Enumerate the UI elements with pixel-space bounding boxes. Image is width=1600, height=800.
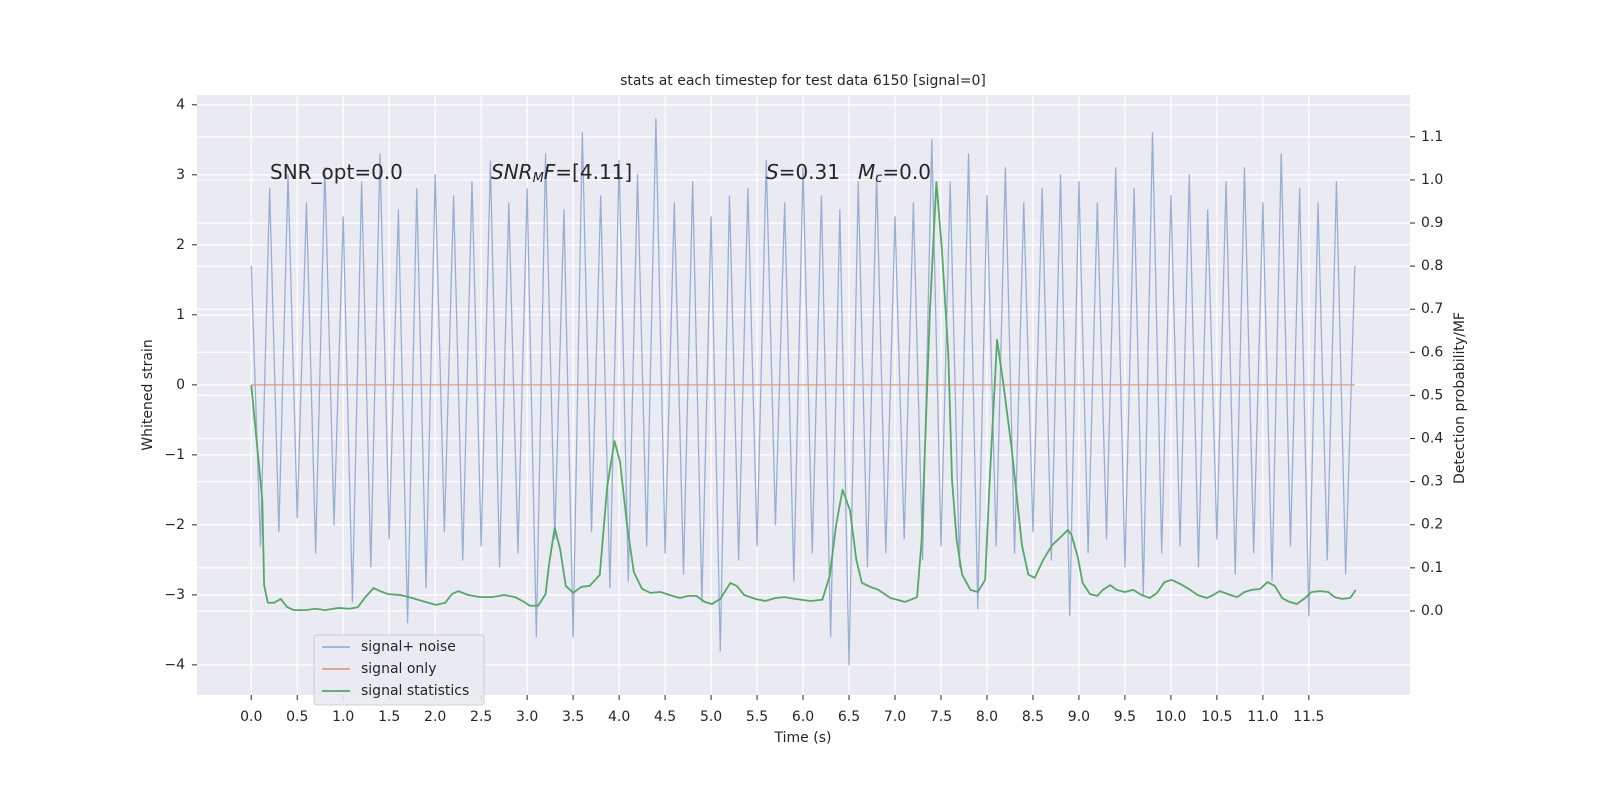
annotation-part: =0.0 — [882, 160, 931, 184]
y2-tick-label: 0.5 — [1421, 387, 1443, 403]
x-tick-label: 9.0 — [1068, 709, 1090, 725]
y-tick-label: −2 — [164, 517, 185, 533]
lines — [250, 118, 1357, 666]
x-axis-label: Time (s) — [774, 730, 832, 746]
series-line — [250, 181, 1357, 611]
y2-tick-label: 0.4 — [1421, 431, 1443, 447]
x-tick-label: 5.5 — [746, 709, 768, 725]
x-tick-label: 1.0 — [332, 709, 354, 725]
legend-label: signal+ noise — [361, 639, 456, 655]
y2-tick-label: 0.6 — [1421, 344, 1443, 360]
x-tick-label: 7.0 — [884, 709, 906, 725]
y2-tick-label: 0.9 — [1421, 215, 1443, 231]
y-tick-label: 3 — [176, 167, 185, 183]
annotation-part: =[4.11] — [555, 160, 632, 184]
y-axis-label: Whitened strain — [140, 339, 156, 450]
x-tick-label: 6.5 — [838, 709, 860, 725]
annotation: Mc=0.0 — [858, 160, 931, 186]
x-tick-label: 11.5 — [1293, 709, 1324, 725]
y-tick-label: 1 — [176, 307, 185, 323]
y2-tick-label: 0.8 — [1421, 258, 1443, 274]
x-tick-label: 5.0 — [700, 709, 722, 725]
x-tick-label: 1.5 — [378, 709, 400, 725]
annotation: SNR_opt=0.0 — [270, 160, 403, 184]
y2-tick-label: 0.2 — [1421, 517, 1443, 533]
series-line — [250, 118, 1356, 666]
x-tick-label: 10.0 — [1155, 709, 1186, 725]
y2-tick-label: 1.0 — [1421, 172, 1443, 188]
x-tick-label: 10.5 — [1201, 709, 1232, 725]
x-tick-label: 2.0 — [424, 709, 446, 725]
y-tick-label: −4 — [164, 657, 185, 673]
legend-box — [313, 634, 485, 706]
y-tick-label: −3 — [164, 587, 185, 603]
y-tick-label: 2 — [176, 237, 185, 253]
x-tick-label: 0.0 — [240, 709, 262, 725]
annotation-part: SNR_opt=0.0 — [270, 160, 403, 184]
y-tick-label: 0 — [176, 377, 185, 393]
y-tick-label: −1 — [164, 447, 185, 463]
annotation-part: F — [544, 160, 556, 184]
annotation: SNRMF=[4.11] — [491, 160, 632, 186]
annotation-part: c — [875, 171, 882, 186]
annotation-part: SNR — [491, 160, 533, 184]
x-tick-label: 8.5 — [1022, 709, 1044, 725]
x-tick-label: 0.5 — [286, 709, 308, 725]
overlay: 0.0 0.5 1.0 1.5 2.0 2.5 3.0 3.5 4.0 4.5 5.0 5.5 6.0 6… — [164, 97, 1443, 725]
x-tick-label: 2.5 — [470, 709, 492, 725]
grid — [197, 95, 1410, 695]
y-tick-label: 4 — [176, 97, 185, 113]
y2-tick-label: 0.0 — [1421, 603, 1443, 619]
x-tick-label: 4.5 — [654, 709, 676, 725]
x-tick-label: 8.0 — [976, 709, 998, 725]
y2-tick-label: 0.3 — [1421, 474, 1443, 490]
x-tick-label: 3.0 — [516, 709, 538, 725]
x-tick-label: 7.5 — [930, 709, 952, 725]
legend-label: signal statistics — [361, 683, 469, 699]
y2-tick-label: 0.7 — [1421, 301, 1443, 317]
annotation-part: M — [858, 160, 875, 184]
y2-tick-label: 1.1 — [1421, 129, 1443, 145]
annotation: S=0.31 — [766, 160, 840, 184]
x-tick-label: 3.5 — [562, 709, 584, 725]
x-tick-label: 9.5 — [1114, 709, 1136, 725]
y2-axis-label: Detection probability/MF — [1452, 312, 1468, 484]
x-tick-label: 11.0 — [1247, 709, 1278, 725]
x-tick-label: 4.0 — [608, 709, 630, 725]
legend-label: signal only — [361, 661, 436, 677]
annotation-part: M — [533, 171, 544, 186]
annotation-part: S — [766, 160, 779, 184]
annotation-part: =0.31 — [779, 160, 840, 184]
x-tick-label: 6.0 — [792, 709, 814, 725]
chart-title: stats at each timestep for test data 615… — [620, 73, 986, 89]
y2-tick-label: 0.1 — [1421, 560, 1443, 576]
